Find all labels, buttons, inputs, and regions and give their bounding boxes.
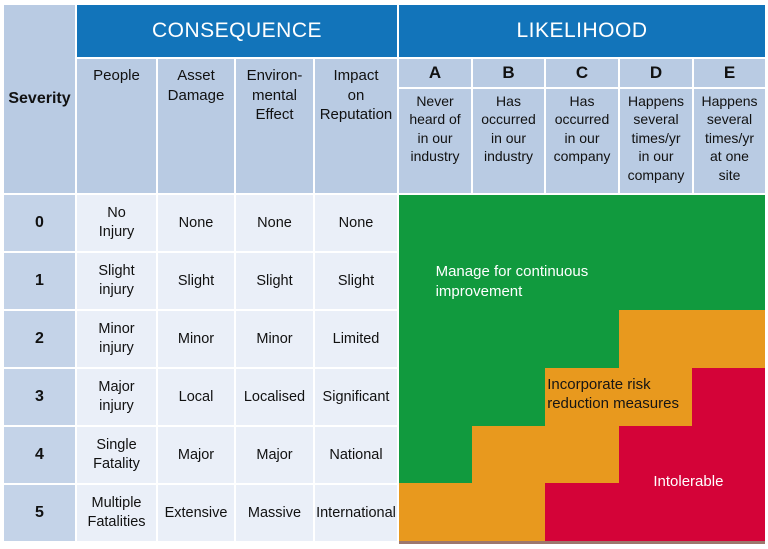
risk-zone-segment-green — [618, 252, 692, 311]
likelihood-letter-e: E — [694, 59, 765, 87]
risk-zone-segment-green — [472, 195, 546, 253]
consequence-value-cell-environment: None — [236, 195, 313, 251]
consequence-value-cell-asset: Local — [158, 369, 234, 425]
severity-value-cell: 5 — [4, 485, 75, 541]
consequence-value-cell-asset: Major — [158, 427, 234, 483]
column-header-people: People — [77, 59, 156, 193]
risk-label-incorporate: Incorporate risk reduction measures — [547, 375, 679, 413]
risk-zone-row — [399, 367, 765, 426]
likelihood-letter-d: D — [620, 59, 692, 87]
likelihood-description-e: Happens several times/yr at one site — [694, 89, 765, 193]
consequence-value-cell-environment: Slight — [236, 253, 313, 309]
likelihood-description-a: Never heard of in our industry — [399, 89, 471, 193]
risk-zone-segment-orange — [472, 425, 546, 484]
consequence-value-cell-people: Multiple Fatalities — [77, 485, 156, 541]
severity-value-cell: 2 — [4, 311, 75, 367]
risk-zone-segment-red — [618, 483, 692, 541]
severity-value-cell: 3 — [4, 369, 75, 425]
consequence-value-cell-environment: Minor — [236, 311, 313, 367]
risk-zone-segment-green — [399, 367, 473, 426]
risk-zone-segment-green — [618, 195, 692, 253]
risk-zone-segment-orange — [545, 367, 619, 426]
consequence-value-cell-asset: Slight — [158, 253, 234, 309]
risk-zone-segment-green — [399, 425, 473, 484]
severity-value-cell: 1 — [4, 253, 75, 309]
risk-zone-segment-orange — [618, 310, 692, 368]
risk-zone-segment-green — [545, 252, 619, 311]
consequence-value-cell-asset: None — [158, 195, 234, 251]
risk-zone-row — [399, 252, 765, 311]
risk-zone-segment-orange — [691, 310, 765, 368]
consequence-value-cell-reputation: None — [315, 195, 397, 251]
risk-zone-row — [399, 483, 765, 541]
risk-zone-segment-orange — [545, 425, 619, 484]
consequence-value-cell-people: Single Fatality — [77, 427, 156, 483]
risk-zone-segment-red — [618, 425, 692, 484]
risk-zone-segment-green — [545, 195, 619, 253]
likelihood-description-d: Happens several times/yr in our company — [620, 89, 692, 193]
consequence-value-cell-reputation: National — [315, 427, 397, 483]
likelihood-description-b: Has occurred in our industry — [473, 89, 544, 193]
risk-zone-row — [399, 425, 765, 484]
consequence-value-cell-people: Slight injury — [77, 253, 156, 309]
likelihood-letter-b: B — [473, 59, 544, 87]
severity-value-cell: 0 — [4, 195, 75, 251]
risk-zone-segment-red — [691, 367, 765, 426]
risk-zone-segment-orange — [618, 367, 692, 426]
risk-zone-segment-green — [545, 310, 619, 368]
likelihood-description-c: Has occurred in our company — [546, 89, 618, 193]
consequence-value-cell-reputation: Limited — [315, 311, 397, 367]
severity-header: Severity — [4, 5, 75, 193]
risk-zone-segment-green — [399, 195, 473, 253]
consequence-value-cell-asset: Minor — [158, 311, 234, 367]
risk-zone-segment-green — [691, 252, 765, 311]
risk-label-manage: Manage for continuous improvement — [435, 263, 589, 300]
consequence-header: CONSEQUENCE — [77, 5, 397, 57]
consequence-value-cell-people: Minor injury — [77, 311, 156, 367]
consequence-value-cell-environment: Massive — [236, 485, 313, 541]
risk-zone-segment-green — [691, 195, 765, 253]
risk-zone-segment-orange — [399, 483, 473, 541]
risk-zone-segment-red — [691, 483, 765, 541]
risk-zone-segment-green — [472, 252, 546, 311]
likelihood-letter-c: C — [546, 59, 618, 87]
column-header-asset-damage: Asset Damage — [158, 59, 234, 193]
risk-zone-area: Manage for continuous improvement Incorpo… — [399, 195, 765, 541]
risk-zone-row — [399, 195, 765, 253]
risk-zone-segment-green — [472, 310, 546, 368]
risk-zone-segment-green — [472, 367, 546, 426]
severity-value-cell: 4 — [4, 427, 75, 483]
risk-zone-segment-green — [399, 252, 473, 311]
consequence-value-cell-reputation: Slight — [315, 253, 397, 309]
column-header-environmental-effect: Environ- mental Effect — [236, 59, 313, 193]
risk-zone-segment-red — [545, 483, 619, 541]
risk-zone-row — [399, 310, 765, 368]
column-header-impact-on-reputation: Impact on Reputation — [315, 59, 397, 193]
risk-zone-segment-red — [691, 425, 765, 484]
risk-zone-segment-green — [399, 310, 473, 368]
consequence-value-cell-reputation: Significant — [315, 369, 397, 425]
consequence-value-cell-people: No Injury — [77, 195, 156, 251]
consequence-value-cell-reputation: International — [315, 485, 397, 541]
consequence-value-cell-environment: Major — [236, 427, 313, 483]
likelihood-header: LIKELIHOOD — [399, 5, 765, 57]
likelihood-letter-a: A — [399, 59, 471, 87]
consequence-value-cell-environment: Localised — [236, 369, 313, 425]
consequence-value-cell-asset: Extensive — [158, 485, 234, 541]
risk-zone-segment-orange — [472, 483, 546, 541]
risk-matrix-table: Severity CONSEQUENCE LIKELIHOOD People A… — [4, 5, 765, 541]
risk-label-intolerable: Intolerable — [653, 472, 724, 490]
consequence-value-cell-people: Major injury — [77, 369, 156, 425]
